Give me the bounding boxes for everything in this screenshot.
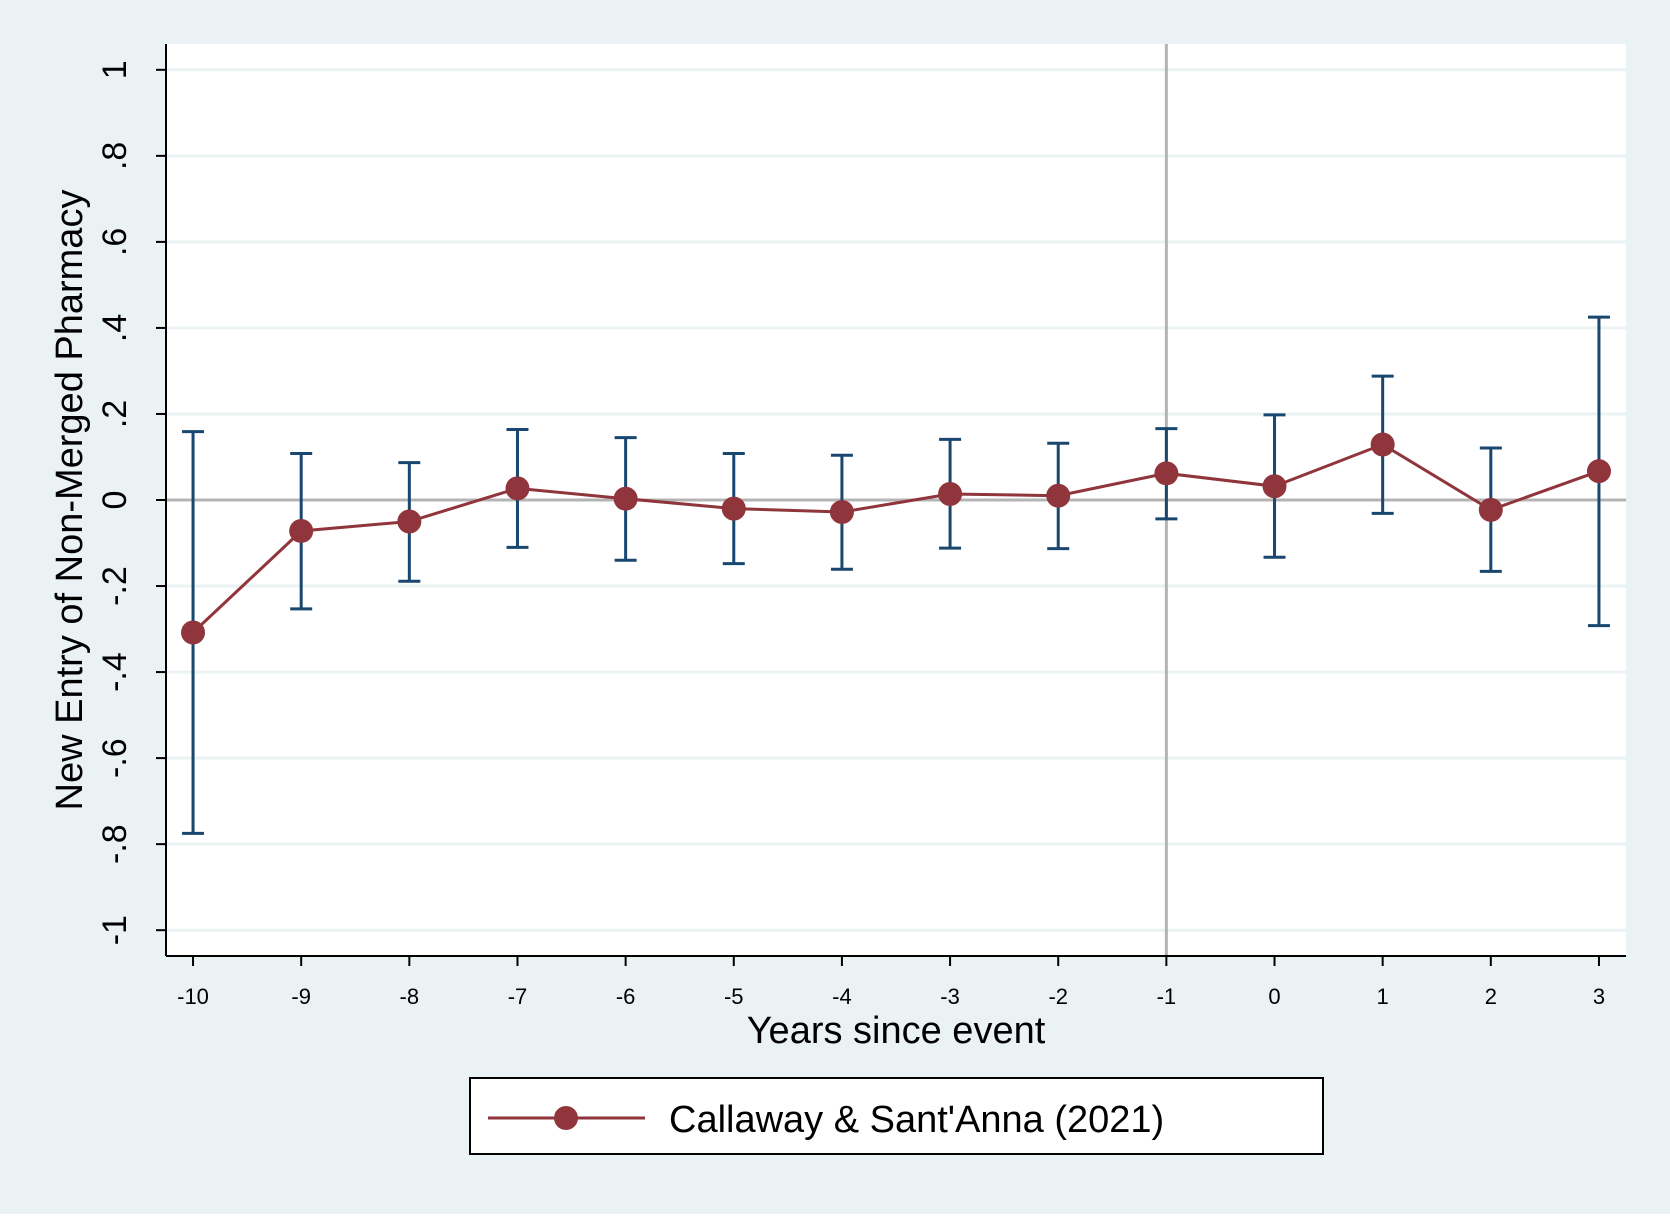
- x-tick-label: 3: [1593, 984, 1605, 1009]
- legend-box: [469, 1077, 1324, 1155]
- y-tick-label: -.8: [96, 824, 134, 864]
- x-tick-label: -6: [616, 984, 636, 1009]
- x-tick-label: -4: [832, 984, 852, 1009]
- data-point: [289, 518, 314, 543]
- x-tick-label: -5: [724, 984, 744, 1009]
- x-tick-label: 1: [1377, 984, 1389, 1009]
- x-tick-label: -1: [1157, 984, 1177, 1009]
- y-tick-label: -.4: [96, 652, 134, 692]
- data-point: [181, 620, 206, 645]
- x-tick-label: 2: [1485, 984, 1497, 1009]
- x-tick-label: -10: [177, 984, 209, 1009]
- y-axis-title: New Entry of Non-Merged Pharmacy: [49, 190, 91, 811]
- y-tick-label: .4: [96, 314, 134, 342]
- data-point: [1586, 459, 1611, 484]
- data-point: [1262, 474, 1287, 499]
- y-tick-label: .8: [96, 142, 134, 170]
- series-layer: [181, 432, 1611, 645]
- data-point: [1478, 497, 1503, 522]
- x-tick-label: -7: [508, 984, 528, 1009]
- legend-label: Callaway & Sant'Anna (2021): [669, 1099, 1164, 1141]
- data-point: [1154, 461, 1179, 486]
- y-tick-label: -.6: [96, 738, 134, 778]
- legend-swatch-marker: [554, 1106, 578, 1130]
- data-point: [938, 481, 963, 506]
- x-tick-label: -3: [940, 984, 960, 1009]
- y-tick-label: 0: [96, 491, 134, 510]
- x-axis-title: Years since event: [747, 1010, 1046, 1052]
- data-point: [1370, 432, 1395, 457]
- axes: -1-.8-.6-.4-.20.2.4.6.81-10 -9 -8 -7 -6 -5 -4-…: [96, 44, 1626, 1009]
- data-point: [1046, 483, 1071, 508]
- data-point: [721, 496, 746, 521]
- data-point: [613, 486, 638, 511]
- x-tick-label: -9: [291, 984, 311, 1009]
- x-tick-label: -2: [1048, 984, 1068, 1009]
- y-tick-label: 1: [96, 60, 134, 79]
- x-tick-label: -8: [400, 984, 420, 1009]
- y-tick-label: .2: [96, 400, 134, 428]
- data-point: [829, 500, 854, 525]
- axis-labels: Years since event New Entry of Non-Merge…: [49, 190, 1046, 1052]
- data-point: [505, 476, 530, 501]
- y-tick-label: -1: [96, 915, 134, 945]
- y-tick-label: -.2: [96, 566, 134, 606]
- series-line: [192, 442, 1600, 634]
- y-tick-label: .6: [96, 228, 134, 256]
- data-point: [397, 509, 422, 534]
- legend: Callaway & Sant'Anna (2021): [469, 1077, 1324, 1155]
- x-tick-label: 0: [1268, 984, 1280, 1009]
